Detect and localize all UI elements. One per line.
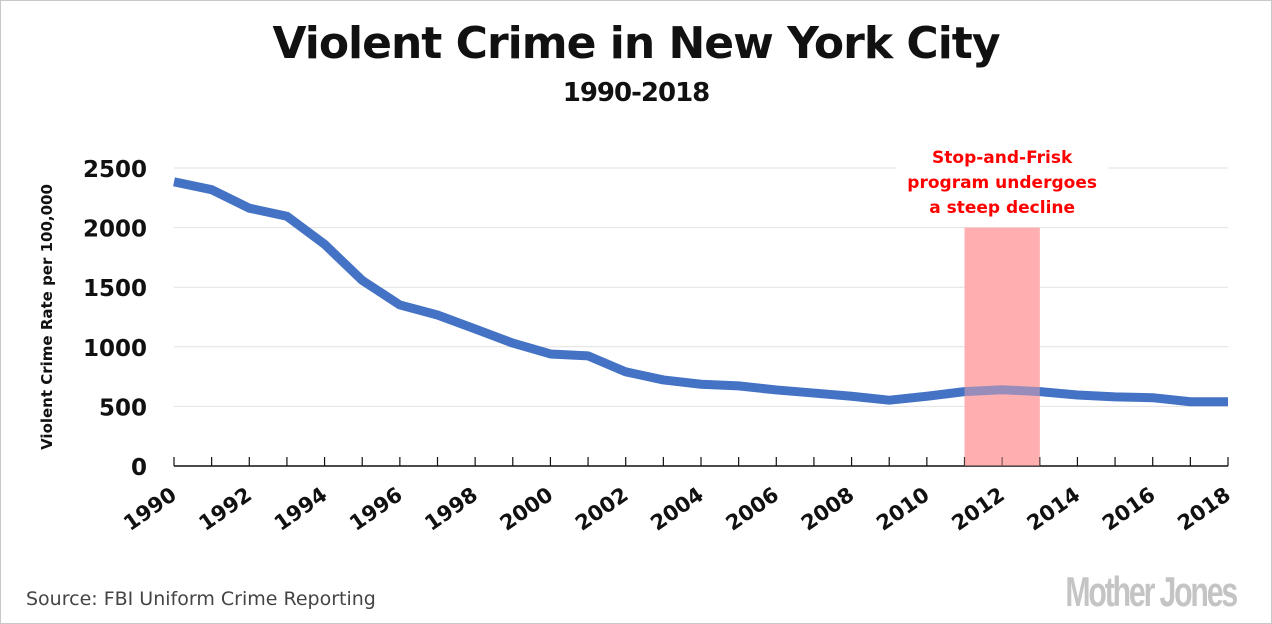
x-tick-label: 2002	[571, 482, 633, 535]
y-tick-label: 1500	[83, 276, 147, 302]
y-tick-label: 2500	[83, 157, 147, 183]
x-tick-label: 1994	[270, 482, 332, 535]
x-tick-label: 2012	[947, 482, 1009, 535]
x-tick-label: 1990	[119, 482, 181, 535]
source-note: Source: FBI Uniform Crime Reporting	[26, 588, 376, 610]
chart-title: Violent Crime in New York City	[272, 18, 1000, 69]
brand-logo: Mother Jones	[1065, 568, 1238, 615]
annotation: Stop-and-Frisk program undergoes a steep d…	[896, 143, 1109, 227]
highlight-overlay-band	[964, 227, 1040, 466]
y-tick-label: 1000	[83, 336, 147, 362]
x-tick-label: 2000	[496, 482, 558, 535]
x-tick-label: 1998	[420, 482, 482, 535]
gridlines	[174, 167, 1228, 407]
y-axis-ticks: 0 500 1000 1500 2000 2500	[83, 157, 147, 481]
chart-subtitle: 1990-2018	[562, 78, 711, 108]
annotation-background	[896, 143, 1109, 227]
annotation-line: program undergoes	[907, 173, 1097, 193]
x-tick-label: 2008	[797, 482, 859, 535]
highlight-region	[964, 227, 1040, 466]
y-axis-label: Violent Crime Rate per 100,000	[38, 184, 56, 450]
series-layer	[173, 177, 1229, 407]
highlight-band	[964, 227, 1040, 466]
x-tick-label: 2006	[722, 482, 784, 535]
x-tick-label: 1996	[345, 482, 407, 535]
annotation-line: Stop-and-Frisk	[932, 148, 1073, 168]
x-axis-ticks: 1990 1992 1994 1996 1998 2000 2002 2004 2006 2008…	[119, 482, 1235, 535]
x-tick-label: 2010	[872, 482, 934, 535]
x-tick-label: 2014	[1023, 482, 1085, 535]
x-tick-label: 1992	[195, 482, 257, 535]
y-tick-label: 2000	[83, 217, 147, 243]
highlight-overlay	[964, 227, 1040, 466]
x-tick-label: 2018	[1173, 482, 1235, 535]
x-tick-label: 2004	[646, 482, 708, 535]
x-axis	[173, 457, 1229, 467]
x-tick-label: 2016	[1098, 482, 1160, 535]
annotation-line: a steep decline	[929, 198, 1075, 218]
y-tick-label: 0	[131, 455, 147, 481]
y-tick-label: 500	[99, 395, 147, 421]
